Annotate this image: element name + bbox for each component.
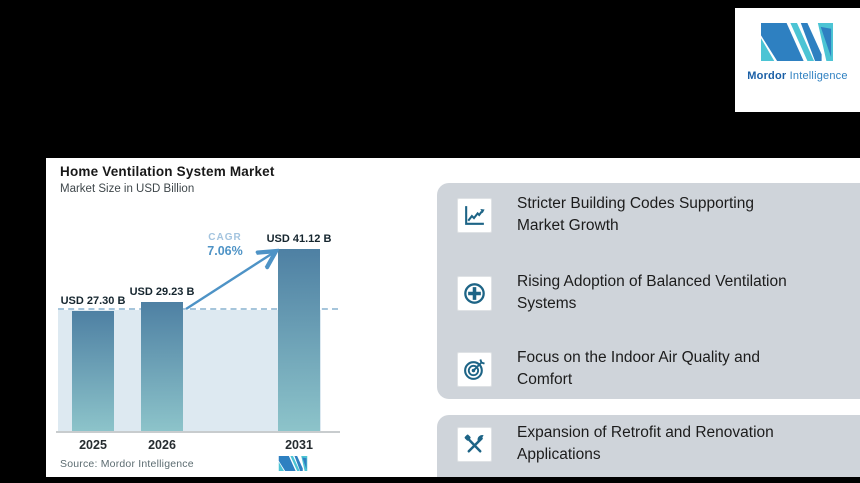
driver-text: Stricter Building Codes Supporting Marke… <box>517 195 754 234</box>
market-chart: Home Ventilation System Market Market Si… <box>46 158 437 477</box>
cagr-label: CAGR <box>208 232 242 243</box>
x-tick-2026: 2026 <box>148 438 176 452</box>
chart-dashed-reference-line <box>58 308 338 310</box>
mordor-intelligence-logo-icon <box>761 23 833 61</box>
target-icon <box>457 351 492 387</box>
driver-item-balanced-ventilation: Rising Adoption of Balanced Ventilation … <box>457 271 850 315</box>
x-axis-line <box>56 431 340 433</box>
mordor-intelligence-mini-logo-icon <box>278 456 308 471</box>
x-tick-2031: 2031 <box>285 438 313 452</box>
chart-title: Home Ventilation System Market <box>60 164 275 179</box>
driver-text: Expansion of Retrofit and Renovation App… <box>517 424 774 463</box>
tools-icon <box>457 426 492 462</box>
x-tick-2025: 2025 <box>79 438 107 452</box>
cagr-value: 7.06% <box>207 244 243 258</box>
growth-arrow-icon <box>185 238 286 311</box>
bar-2025: USD 27.30 B <box>61 295 125 432</box>
driver-item-air-quality: Focus on the Indoor Air Quality and Comf… <box>457 347 850 391</box>
bar-2026-value-label: USD 29.23 B <box>129 286 195 298</box>
chart-source: Source: Mordor Intelligence <box>60 458 194 470</box>
plus-circle-icon <box>457 275 492 311</box>
bar-2026: USD 29.23 B <box>130 286 194 432</box>
brand-logo-card: Mordor Intelligence <box>735 8 860 112</box>
growth-chart-icon <box>457 197 492 233</box>
bar-2031: USD 41.12 B <box>267 233 331 432</box>
driver-item-building-codes: Stricter Building Codes Supporting Marke… <box>457 193 850 237</box>
bar-2031-value-label: USD 41.12 B <box>266 233 332 245</box>
chart-subtitle: Market Size in USD Billion <box>60 183 195 195</box>
driver-text: Focus on the Indoor Air Quality and Comf… <box>517 349 760 388</box>
driver-text: Rising Adoption of Balanced Ventilation … <box>517 273 787 312</box>
driver-item-retrofit: Expansion of Retrofit and Renovation App… <box>457 422 850 466</box>
brand-name-light: Intelligence <box>789 70 848 82</box>
bar-2025-value-label: USD 27.30 B <box>60 295 126 307</box>
bottom-black-strip <box>0 477 860 483</box>
brand-name: Mordor Intelligence <box>735 70 860 82</box>
drivers-card-1: Stricter Building Codes Supporting Marke… <box>437 183 860 399</box>
cagr-annotation: CAGR 7.06% <box>207 232 242 258</box>
brand-name-bold: Mordor <box>747 70 787 82</box>
drivers-card-2: Expansion of Retrofit and Renovation App… <box>437 415 860 477</box>
